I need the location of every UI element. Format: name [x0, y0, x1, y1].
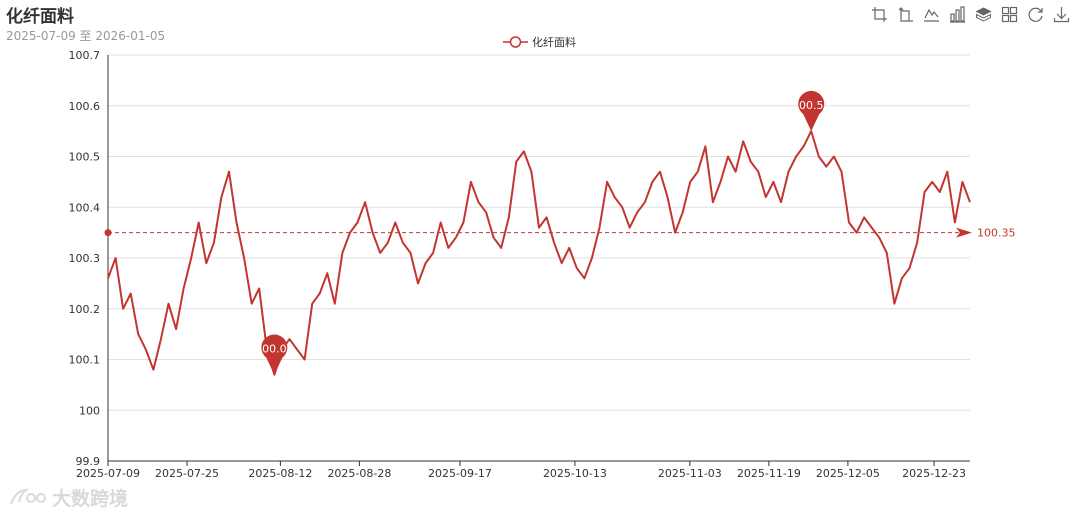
- x-tick-label: 2025-07-25: [155, 467, 219, 480]
- chart-subtitle: 2025-07-09 至 2026-01-05: [6, 29, 166, 43]
- download-icon[interactable]: [1053, 6, 1070, 23]
- y-tick-label: 100.5: [69, 151, 101, 164]
- x-tick-label: 2025-11-19: [737, 467, 801, 480]
- x-tick-label: 2025-11-03: [658, 467, 722, 480]
- chart-title: 化纤面料: [6, 7, 74, 27]
- average-line-label: 100.35: [977, 227, 1016, 240]
- y-tick-label: 100.3: [69, 252, 101, 265]
- y-tick-label: 99.9: [76, 455, 101, 468]
- legend-marker-icon: [503, 36, 528, 48]
- x-tick-label: 2025-12-23: [902, 467, 966, 480]
- x-tick-label: 2025-12-05: [816, 467, 880, 480]
- series-line: [107, 130, 971, 376]
- max-pin: [798, 90, 825, 132]
- y-tick-label: 100.4: [69, 201, 101, 214]
- x-tick-label: 2025-08-28: [327, 467, 391, 480]
- legend-label: 化纤面料: [532, 36, 576, 49]
- watermark: 大数跨境: [8, 484, 128, 511]
- bar-chart-icon[interactable]: [949, 6, 966, 23]
- zoom-reset-icon[interactable]: [897, 6, 914, 23]
- y-tick-label: 100.6: [69, 100, 101, 113]
- stack-icon[interactable]: [975, 6, 992, 23]
- min-pin-label: 100.07: [255, 343, 294, 356]
- watermark-logo-icon: [10, 488, 46, 504]
- restore-icon[interactable]: [1027, 6, 1044, 23]
- x-tick-label: 2025-10-13: [543, 467, 607, 480]
- x-tick-label: 2025-08-12: [248, 467, 312, 480]
- min-pin: [261, 334, 288, 375]
- y-tick-label: 100.2: [69, 303, 101, 316]
- average-line-start: [104, 229, 112, 237]
- x-tick-label: 2025-09-17: [428, 467, 492, 480]
- y-tick-label: 100: [79, 404, 100, 417]
- line-chart-icon[interactable]: [923, 6, 940, 23]
- toolbox: [871, 6, 1070, 23]
- y-tick-label: 100.7: [69, 49, 101, 62]
- y-tick-label: 100.1: [69, 354, 101, 367]
- max-pin-label: 100.53: [792, 99, 831, 112]
- chart-legend[interactable]: 化纤面料: [503, 34, 576, 50]
- crop-zoom-icon[interactable]: [871, 6, 888, 23]
- x-tick-label: 2025-07-09: [76, 467, 140, 480]
- average-line-arrow: [956, 227, 972, 238]
- tile-icon[interactable]: [1001, 6, 1018, 23]
- watermark-text: 大数跨境: [52, 488, 129, 510]
